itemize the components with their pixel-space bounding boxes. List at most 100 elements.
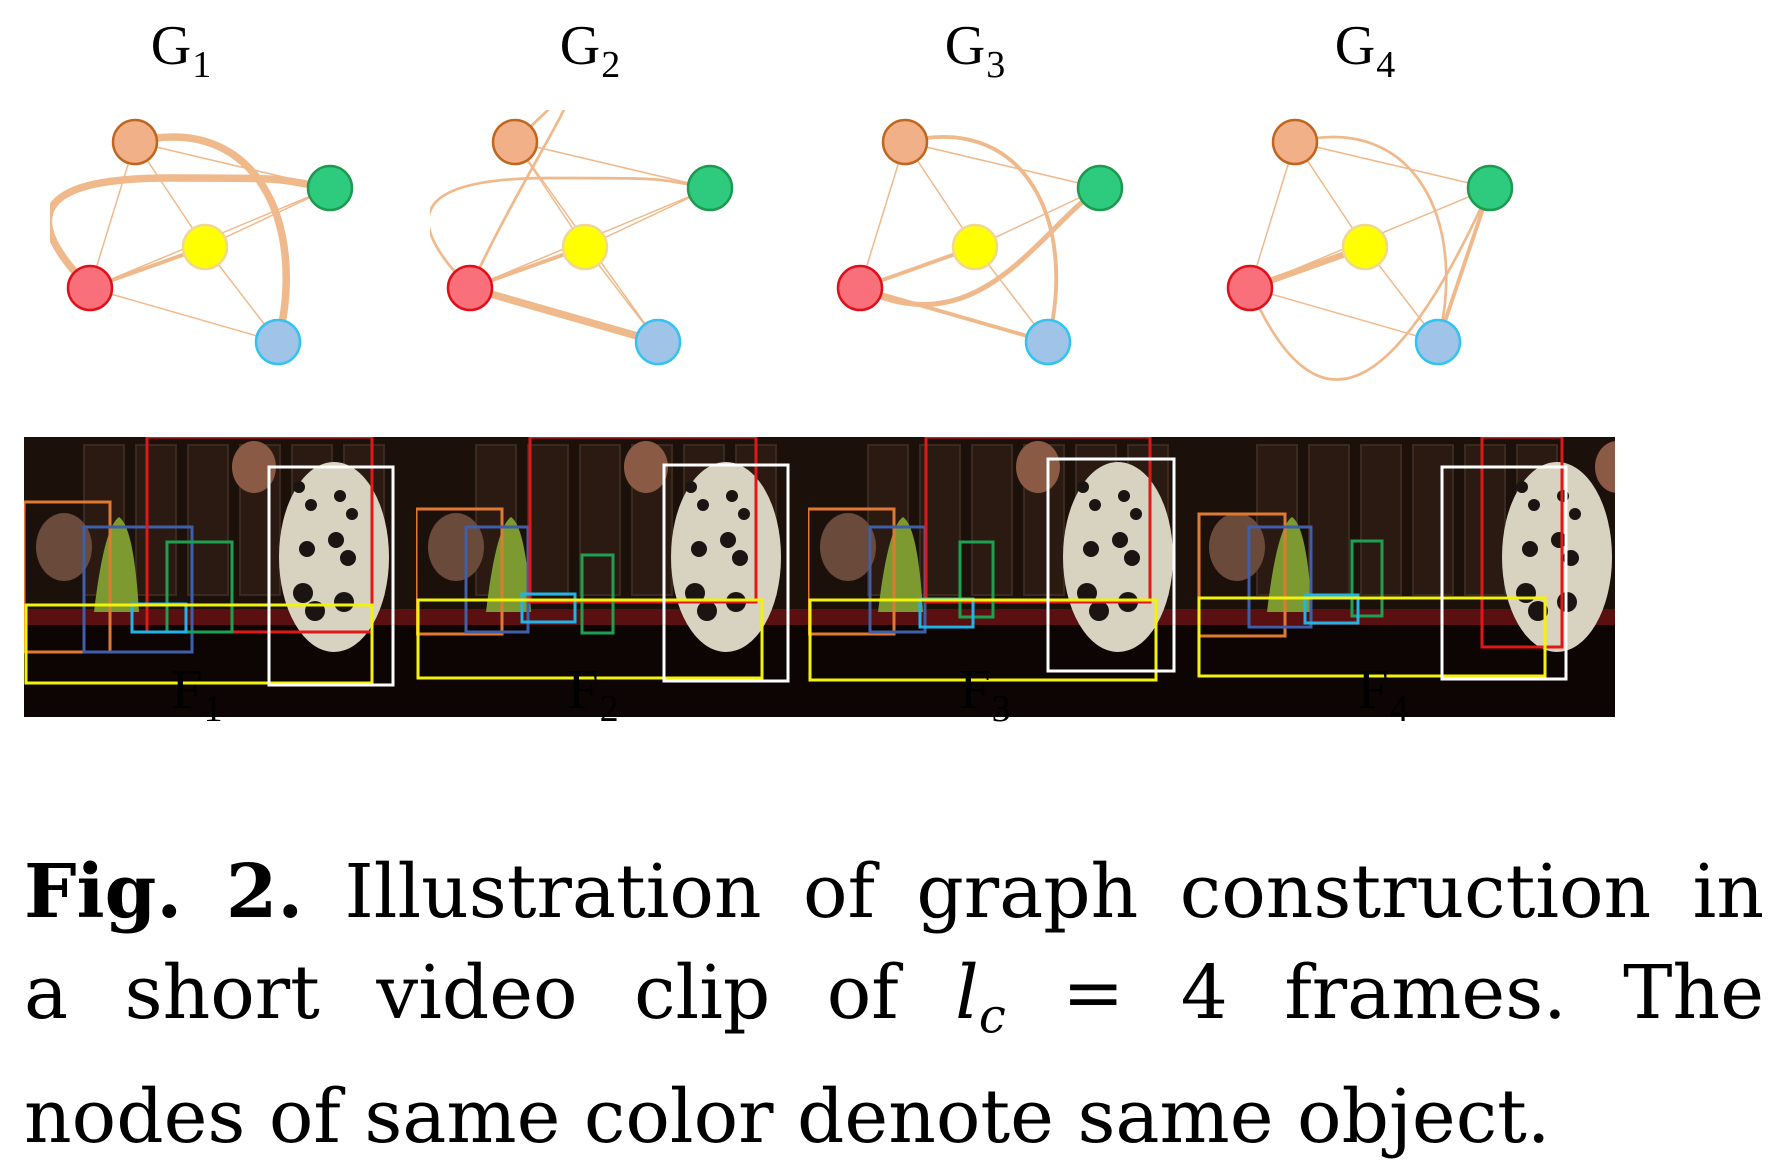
graph-4-edge-red-blue bbox=[1249, 287, 1439, 343]
graph-2-edge-orange-red bbox=[468, 110, 566, 290]
graph-4-edge-orange-red bbox=[1249, 141, 1296, 289]
frame-3-dog-spot bbox=[1077, 583, 1097, 603]
graph-2-node-orange bbox=[491, 118, 539, 166]
frame-1-box-green bbox=[165, 540, 234, 634]
graph-3-edge-red-green bbox=[857, 185, 1103, 307]
frame-4-dog-spot bbox=[1528, 499, 1540, 511]
frame-3-dog-spot bbox=[1089, 499, 1101, 511]
graph-4-edge-blue-green bbox=[1436, 186, 1492, 344]
frame-4-box-white bbox=[1440, 465, 1568, 681]
graph-2-edge-red-green bbox=[430, 176, 712, 290]
graph-label-3: G3 bbox=[944, 15, 1006, 87]
graph-3-node-yellow bbox=[951, 223, 999, 271]
graph-1-node-green bbox=[306, 164, 354, 212]
frame-3-dog bbox=[1063, 462, 1173, 652]
frame-2-dog-spot bbox=[697, 601, 717, 621]
frame-1-dog-spot bbox=[340, 550, 356, 566]
frame-label-2: F2 bbox=[567, 659, 619, 731]
frame-4-box-cyan bbox=[1303, 593, 1360, 625]
frame-2-woman-head bbox=[624, 441, 668, 493]
frame-4-box-yellow bbox=[1197, 596, 1547, 678]
frame-3-box-green bbox=[958, 540, 995, 619]
graph-3-edge-red-blue bbox=[858, 286, 1050, 344]
graph-4-node-green bbox=[1466, 164, 1514, 212]
graph-4-node-red bbox=[1226, 264, 1274, 312]
graph-2-node-red bbox=[446, 264, 494, 312]
frame-1-dog-spot bbox=[334, 592, 354, 612]
frame-4-dog-spot bbox=[1516, 481, 1528, 493]
graph-1-node-orange bbox=[111, 118, 159, 166]
graph-4-edge-orange-green bbox=[1294, 141, 1491, 189]
graph-4-node-yellow bbox=[1341, 223, 1389, 271]
video-frame-2 bbox=[416, 437, 834, 717]
frame-2-dog-spot bbox=[738, 508, 750, 520]
graph-label-2: G2 bbox=[559, 15, 621, 87]
frame-1-shelf bbox=[187, 444, 229, 596]
graph-panel-4 bbox=[1226, 118, 1514, 381]
graph-label-1: G1 bbox=[150, 15, 212, 87]
frame-4-dog-spot bbox=[1569, 508, 1581, 520]
frame-1-box-red bbox=[145, 437, 374, 634]
graph-panel-2 bbox=[430, 110, 734, 366]
frame-4-bottle bbox=[1267, 517, 1312, 612]
frame-2-dog-spot bbox=[685, 583, 705, 603]
frame-1-dog-spot bbox=[293, 583, 313, 603]
frame-2-box-orange bbox=[416, 507, 504, 636]
graph-4-edge-orange-blue bbox=[1293, 135, 1448, 344]
caption-line-2: a short video clip of lc = 4 frames. The bbox=[24, 950, 1764, 1045]
frame-4-shelf bbox=[1412, 444, 1454, 596]
frame-2-bottle bbox=[486, 517, 531, 612]
graph-1-edge-orange-red bbox=[89, 141, 136, 289]
frame-2-dog-spot bbox=[726, 490, 738, 502]
frame-1-counter bbox=[24, 622, 442, 717]
frame-4-dog-spot bbox=[1528, 601, 1548, 621]
frame-3-dog-spot bbox=[1118, 490, 1130, 502]
graph-2-node-green bbox=[686, 164, 734, 212]
frame-3-dog-spot bbox=[1083, 541, 1099, 557]
graph-3-node-green bbox=[1076, 164, 1124, 212]
video-frame-1 bbox=[24, 437, 442, 717]
frame-2-box-green bbox=[580, 553, 615, 635]
frame-2-dog-spot bbox=[732, 550, 748, 566]
figure-number: Fig. 2. bbox=[24, 849, 304, 935]
frame-2-box-navy bbox=[464, 525, 530, 634]
graph-3-node-blue bbox=[1024, 318, 1072, 366]
graph-1-node-blue bbox=[254, 318, 302, 366]
frame-3-box-yellow bbox=[808, 598, 1158, 682]
graph-3-edge-orange-red bbox=[859, 141, 906, 289]
frame-3-box-orange bbox=[808, 507, 896, 636]
frame-2-box-yellow bbox=[416, 598, 764, 680]
frame-4-person-face bbox=[1209, 513, 1265, 581]
frame-2-box-white bbox=[662, 463, 790, 683]
frame-4-box-green bbox=[1350, 539, 1384, 618]
video-frame-4 bbox=[1197, 437, 1615, 717]
frame-3-person-face bbox=[820, 513, 876, 581]
frame-4-dog-spot bbox=[1522, 541, 1538, 557]
frame-1-dog-spot bbox=[328, 532, 344, 548]
graph-1-node-red bbox=[66, 264, 114, 312]
frame-1-box-white bbox=[267, 465, 395, 687]
frame-1-box-yellow bbox=[24, 603, 374, 685]
frame-4-shelf bbox=[1308, 444, 1350, 596]
frame-label-4: F4 bbox=[1357, 659, 1409, 731]
frame-3-dog-spot bbox=[1112, 532, 1128, 548]
caption-line-1: Fig. 2. Illustration of graph constructi… bbox=[24, 849, 1764, 935]
frame-1-dog-spot bbox=[299, 541, 315, 557]
caption-line-3: nodes of same color denote same object. bbox=[24, 1074, 1551, 1161]
graph-1-node-yellow bbox=[181, 223, 229, 271]
frame-1-box-orange bbox=[24, 500, 112, 654]
frame-4-dog-spot bbox=[1516, 583, 1536, 603]
graph-3-edge-orange-blue bbox=[903, 135, 1059, 344]
frame-4-woman-head bbox=[1595, 441, 1615, 493]
graph-2-node-blue bbox=[634, 318, 682, 366]
graph-1-edge-orange-blue bbox=[131, 133, 290, 346]
frame-2-counter bbox=[416, 622, 834, 717]
frame-4-box-navy bbox=[1247, 525, 1313, 629]
graph-2-edge-orange-green bbox=[514, 141, 711, 189]
frame-1-person-face bbox=[36, 513, 92, 581]
graph-2-node-yellow bbox=[561, 223, 609, 271]
frame-3-bottle bbox=[878, 517, 923, 612]
frame-4-box-red bbox=[1480, 437, 1564, 649]
frame-2-box-cyan bbox=[520, 592, 577, 624]
